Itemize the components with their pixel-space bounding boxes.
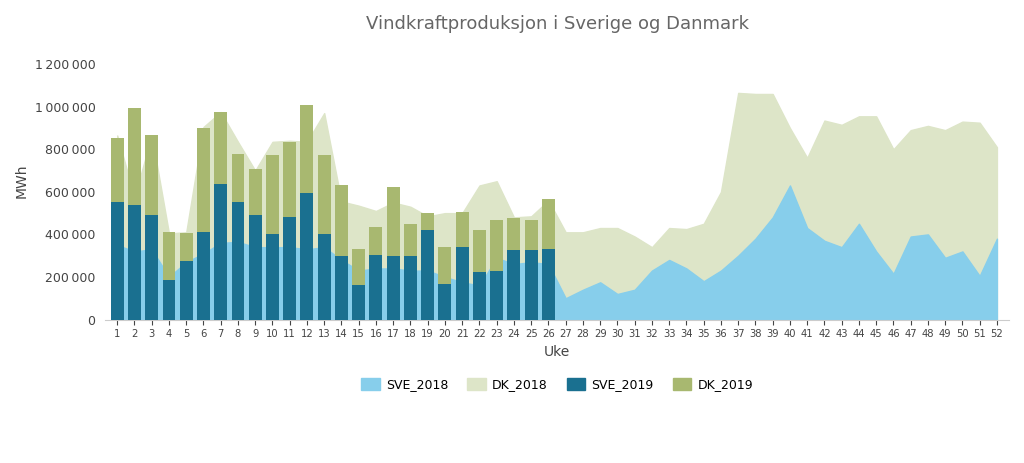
X-axis label: Uke: Uke (544, 345, 570, 359)
Bar (317, 155, 331, 234)
Legend: SVE_2018, DK_2018, SVE_2019, DK_2019: SVE_2018, DK_2018, SVE_2019, DK_2019 (356, 373, 758, 396)
Bar (352, 249, 366, 286)
Title: Vindkraftproduksjon i Sverige og Danmark: Vindkraftproduksjon i Sverige og Danmark (366, 15, 749, 33)
Bar (128, 205, 141, 319)
Bar (370, 227, 382, 255)
Bar (542, 199, 555, 249)
Bar (508, 219, 520, 250)
Bar (542, 249, 555, 319)
Bar (387, 256, 399, 319)
Bar (266, 234, 279, 319)
Bar (352, 286, 366, 319)
Bar (473, 230, 486, 272)
Bar (180, 261, 193, 319)
Bar (249, 169, 262, 215)
Bar (421, 230, 434, 319)
Bar (387, 187, 399, 256)
Bar (404, 256, 417, 319)
Bar (490, 219, 503, 270)
Bar (111, 138, 124, 202)
Bar (300, 105, 313, 193)
Bar (490, 270, 503, 319)
Bar (404, 224, 417, 256)
Bar (335, 186, 348, 256)
Bar (266, 155, 279, 234)
Bar (197, 232, 210, 319)
Bar (163, 280, 175, 319)
Bar (456, 212, 469, 247)
Bar (145, 136, 158, 215)
Bar (197, 128, 210, 232)
Bar (111, 202, 124, 319)
Bar (284, 142, 296, 217)
Bar (370, 255, 382, 319)
Bar (473, 272, 486, 319)
Bar (317, 234, 331, 319)
Bar (231, 154, 245, 202)
Bar (456, 247, 469, 319)
Bar (335, 256, 348, 319)
Bar (508, 250, 520, 319)
Bar (284, 217, 296, 319)
Bar (214, 112, 227, 184)
Bar (524, 219, 538, 250)
Y-axis label: MWh: MWh (15, 164, 29, 199)
Bar (421, 213, 434, 230)
Bar (524, 250, 538, 319)
Bar (180, 233, 193, 261)
Bar (145, 215, 158, 319)
Bar (300, 193, 313, 319)
Bar (438, 247, 452, 284)
Bar (128, 108, 141, 205)
Bar (438, 284, 452, 319)
Bar (214, 184, 227, 319)
Bar (249, 215, 262, 319)
Bar (163, 232, 175, 280)
Bar (231, 202, 245, 319)
